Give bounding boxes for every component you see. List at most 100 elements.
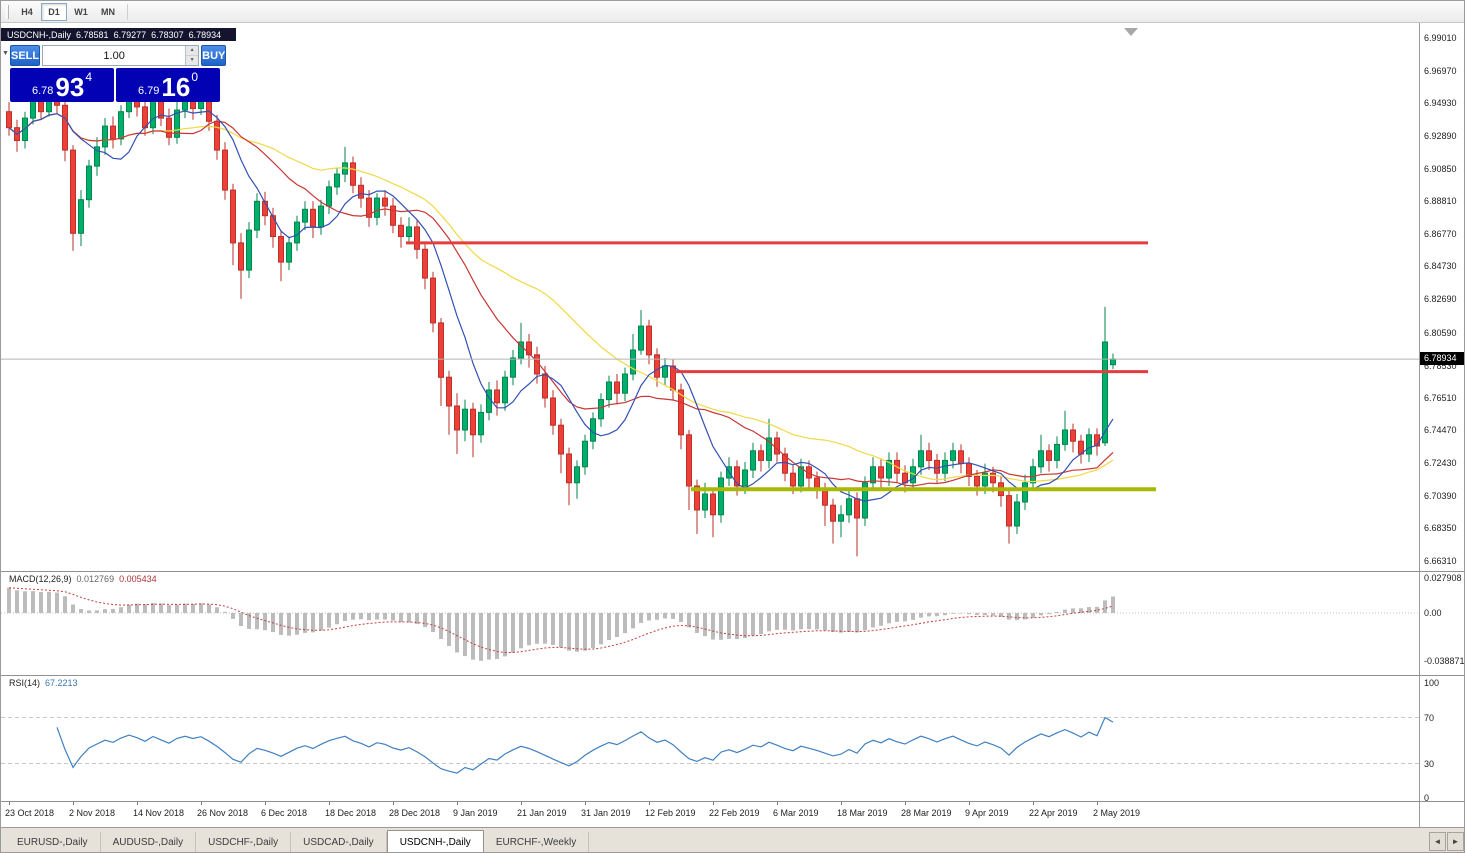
- date-tick: [841, 801, 842, 805]
- price-axis-label: 6.88810: [1424, 196, 1457, 206]
- one-click-collapse-icon[interactable]: ▼: [2, 50, 9, 57]
- rsi-label: RSI(14): [9, 678, 41, 688]
- rsi-axis-label: 30: [1424, 759, 1435, 769]
- chart-title-low: 6.78307: [151, 29, 184, 40]
- tabs-scroll-left-button[interactable]: ◄: [1429, 832, 1446, 851]
- macd-main-value: 0.012769: [76, 574, 115, 584]
- buy-price-pips: 16: [161, 72, 191, 102]
- price-axis-label: 6.90850: [1424, 164, 1457, 174]
- price-axis-label: 6.84730: [1424, 261, 1457, 271]
- price-axis-label: 6.66310: [1424, 556, 1457, 566]
- rsi-canvas[interactable]: [1, 675, 1419, 801]
- chart-title-open: 6.78581: [76, 29, 109, 40]
- timeframe-mn-button[interactable]: MN: [95, 3, 121, 21]
- date-label: 14 Nov 2018: [133, 808, 185, 818]
- date-label: 23 Oct 2018: [5, 808, 55, 818]
- date-tick: [1097, 801, 1098, 805]
- volume-decrease-button[interactable]: ▼: [186, 56, 199, 65]
- rsi-header: RSI(14) 67.2213: [6, 678, 81, 688]
- date-tick: [265, 801, 266, 805]
- date-label: 2 Nov 2018: [69, 808, 116, 818]
- chart-tab-usdchfdaily[interactable]: USDCHF-,Daily: [196, 832, 292, 852]
- timeframe-w1-button[interactable]: W1: [68, 3, 94, 21]
- date-label: 21 Jan 2019: [517, 808, 567, 818]
- date-label: 9 Apr 2019: [965, 808, 1009, 818]
- sell-price-pips: 93: [55, 72, 85, 102]
- date-label: 22 Feb 2019: [709, 808, 760, 818]
- timeframe-d1-button[interactable]: D1: [41, 2, 67, 21]
- volume-input[interactable]: [43, 46, 186, 65]
- current-price-badge: 6.78934: [1420, 352, 1464, 365]
- price-axis[interactable]: 6.78934 6.99010 6.96970 6.94930 6.92890 6.90…: [1419, 23, 1465, 827]
- sell-price-main: 6.78: [31, 85, 54, 97]
- date-tick: [9, 801, 10, 805]
- date-tick: [201, 801, 202, 805]
- tabs-scroll-right-button[interactable]: ►: [1447, 832, 1464, 851]
- volume-spinner: ▲ ▼: [185, 46, 199, 65]
- date-tick: [73, 801, 74, 805]
- date-tick: [1033, 801, 1034, 805]
- price-axis-label: 6.86770: [1424, 229, 1457, 239]
- date-label: 6 Mar 2019: [773, 808, 819, 818]
- tab-scroll-controls: ◄ ►: [1429, 832, 1464, 851]
- volume-increase-button[interactable]: ▲: [186, 46, 199, 56]
- macd-axis-label: 0.00: [1424, 608, 1442, 618]
- price-axis-label: 6.92890: [1424, 131, 1457, 141]
- date-label: 31 Jan 2019: [581, 808, 631, 818]
- sell-button[interactable]: SELL: [10, 45, 41, 66]
- chart-tab-usdcaddaily[interactable]: USDCAD-,Daily: [291, 832, 387, 852]
- price-axis-label: 6.68350: [1424, 523, 1457, 533]
- date-tick: [777, 801, 778, 805]
- buy-price-display[interactable]: 6.79 16 0: [116, 68, 220, 102]
- panel-separator-rsi[interactable]: [1, 675, 1464, 676]
- date-label: 9 Jan 2019: [453, 808, 498, 818]
- rsi-axis-label: 70: [1424, 713, 1435, 723]
- timeframe-buttons: H4 D1 W1 MN: [14, 2, 122, 21]
- date-tick: [521, 801, 522, 805]
- price-axis-label: 6.80590: [1424, 328, 1457, 338]
- chart-tab-eurchfweekly[interactable]: EURCHF-,Weekly: [484, 832, 590, 852]
- chart-title-close: 6.78934: [188, 29, 222, 40]
- date-tick: [649, 801, 650, 805]
- date-label: 22 Apr 2019: [1029, 808, 1078, 818]
- rsi-value: 67.2213: [45, 678, 78, 688]
- date-tick: [457, 801, 458, 805]
- toolbar-separator: [127, 3, 128, 20]
- price-axis-label: 6.82690: [1424, 294, 1457, 304]
- chart-tab-audusddaily[interactable]: AUDUSD-,Daily: [101, 832, 197, 852]
- sell-price-display[interactable]: 6.78 93 4: [10, 68, 114, 102]
- chart-tab-usdcnhdaily[interactable]: USDCNH-,Daily: [386, 830, 484, 852]
- buy-button[interactable]: BUY: [201, 45, 227, 66]
- date-tick: [585, 801, 586, 805]
- date-label: 6 Dec 2018: [261, 808, 308, 818]
- chart-window: USDCNH-,Daily 6.78581 6.79277 6.78307 6.…: [1, 23, 1465, 827]
- timeframe-h4-button[interactable]: H4: [14, 3, 40, 21]
- macd-axis-label: -0.038871: [1424, 656, 1465, 666]
- date-label: 2 May 2019: [1093, 808, 1141, 818]
- macd-header: MACD(12,26,9) 0.012769 0.005434: [6, 574, 160, 584]
- main-chart-canvas[interactable]: [1, 23, 1419, 571]
- buy-price-point: 0: [191, 70, 199, 84]
- date-label: 18 Dec 2018: [325, 808, 377, 818]
- price-axis-label: 6.96970: [1424, 66, 1457, 76]
- date-tick: [969, 801, 970, 805]
- date-label: 28 Mar 2019: [901, 808, 952, 818]
- rsi-axis-label: 100: [1424, 678, 1440, 688]
- price-axis-label: 6.99010: [1424, 33, 1457, 43]
- date-tick: [713, 801, 714, 805]
- chart-title-bar: USDCNH-,Daily 6.78581 6.79277 6.78307 6.…: [1, 28, 237, 41]
- date-label: 18 Mar 2019: [837, 808, 888, 818]
- time-axis[interactable]: 23 Oct 2018 2 Nov 2018 14 Nov 2018 26 Nov 2…: [1, 801, 1419, 827]
- panel-separator-macd[interactable]: [1, 571, 1464, 572]
- chart-tab-eurusddaily[interactable]: EURUSD-,Daily: [5, 832, 101, 852]
- date-label: 12 Feb 2019: [645, 808, 696, 818]
- macd-axis-label: 0.027908: [1424, 573, 1462, 583]
- price-axis-label: 6.94930: [1424, 98, 1457, 108]
- macd-canvas[interactable]: [1, 571, 1419, 675]
- price-axis-label: 6.76510: [1424, 393, 1457, 403]
- chart-tab-bar: EURUSD-,Daily AUDUSD-,Daily USDCHF-,Daily U…: [1, 827, 1464, 852]
- macd-label: MACD(12,26,9): [9, 574, 72, 584]
- toolbar-grip[interactable]: [6, 4, 9, 19]
